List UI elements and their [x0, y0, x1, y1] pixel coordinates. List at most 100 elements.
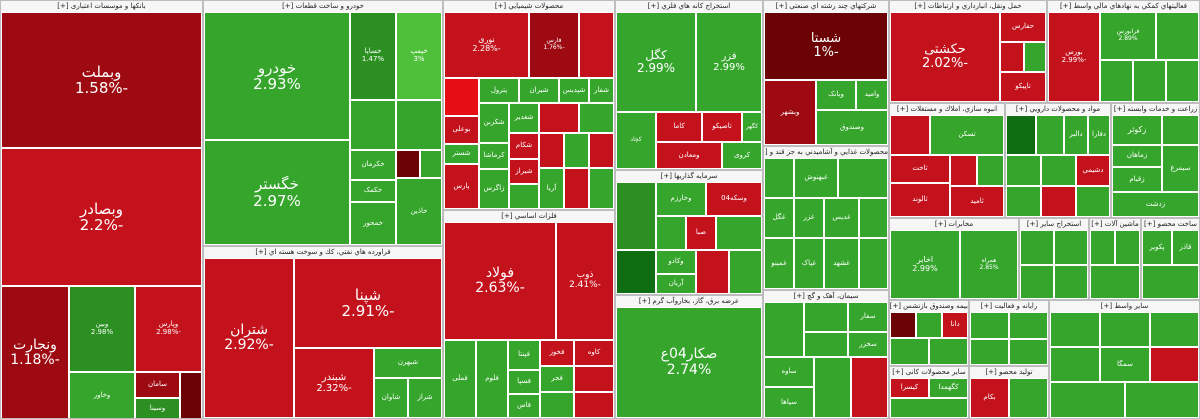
sector-food[interactable]: محصولات غذايي و آشاميدني به جز قند و [+]…: [763, 146, 889, 290]
tile[interactable]: [180, 372, 202, 418]
tile[interactable]: کروی: [722, 142, 762, 169]
tile[interactable]: غپاک: [794, 238, 824, 289]
tile[interactable]: [1133, 60, 1166, 102]
tile[interactable]: [1009, 312, 1048, 339]
tile[interactable]: فلوم: [476, 340, 508, 418]
tile[interactable]: زدشت: [1112, 192, 1199, 217]
tile[interactable]: شپدیس: [559, 78, 589, 103]
tile[interactable]: شبهرن: [374, 348, 442, 378]
tile[interactable]: وبشهر: [764, 80, 816, 145]
tile[interactable]: [970, 339, 1009, 365]
tile[interactable]: وخارزم: [656, 182, 706, 216]
sector-insurance[interactable]: بیمه وصندوق بازنشس [+] دانا: [889, 300, 969, 366]
tile[interactable]: خکمک: [350, 180, 396, 202]
tile[interactable]: [851, 357, 888, 418]
tile[interactable]: [859, 198, 888, 238]
tile[interactable]: [616, 182, 656, 250]
tile[interactable]: فاس: [508, 394, 540, 418]
tile[interactable]: غبهنوش: [794, 158, 838, 198]
tile[interactable]: [970, 312, 1009, 339]
sector-basic-metals[interactable]: فلزات اساسي [+] فولاد -2.63% ذوب -2.41% فم…: [443, 210, 615, 419]
tile[interactable]: شستا -1%: [764, 12, 888, 80]
sector-other-mining[interactable]: استخراج سایر [+]: [1019, 218, 1089, 300]
tile[interactable]: دفارا: [1088, 115, 1110, 155]
tile[interactable]: شیراز: [509, 159, 539, 184]
tile[interactable]: [977, 155, 1004, 186]
tile[interactable]: تاپیکو: [1000, 72, 1046, 102]
tile[interactable]: [1006, 115, 1036, 155]
tile[interactable]: [1125, 382, 1199, 418]
tile[interactable]: زاگرس: [479, 169, 509, 209]
tile[interactable]: [890, 338, 929, 365]
tile[interactable]: [396, 150, 420, 178]
tile[interactable]: بکام: [970, 378, 1009, 418]
tile[interactable]: فخوز: [540, 340, 574, 366]
tile[interactable]: [916, 312, 942, 338]
tile[interactable]: زکوثر: [1112, 115, 1162, 145]
sector-machinery[interactable]: ماشین آلات [+]: [1089, 218, 1141, 300]
tile[interactable]: غگل: [764, 198, 794, 238]
tile[interactable]: آریان: [656, 274, 696, 294]
tile[interactable]: تاصیکو: [702, 112, 742, 142]
tile[interactable]: خاذین: [396, 178, 442, 245]
tile[interactable]: بورس -2.99%: [1048, 12, 1100, 102]
tile[interactable]: [1006, 186, 1041, 217]
tile[interactable]: [1050, 347, 1100, 382]
tile[interactable]: [1054, 265, 1088, 299]
tile[interactable]: [420, 150, 442, 178]
sector-computer[interactable]: رایانه و فعالیت [+]: [969, 300, 1049, 366]
tile[interactable]: کگهر: [742, 112, 762, 142]
tile[interactable]: ونجارت -1.18%: [1, 286, 69, 418]
tile[interactable]: فسپا: [508, 370, 540, 394]
tile[interactable]: [696, 250, 729, 294]
sector-real-estate[interactable]: انبوه سازي، املاك و مستغلات [+] تسکن ثاخ…: [889, 103, 1005, 218]
tile[interactable]: وکادو: [656, 250, 696, 274]
sector-other-intermediaries[interactable]: سایر واسط [+] سمگا: [1049, 300, 1200, 419]
tile[interactable]: سامان: [135, 372, 180, 398]
tile[interactable]: تسکن: [930, 115, 1004, 155]
sector-multi-industry[interactable]: شرکتهاي چند رشته اي صنعتي [+] شستا -1% وب…: [763, 0, 889, 146]
tile[interactable]: [1150, 312, 1199, 347]
tile[interactable]: خگستر 2.97%: [204, 140, 350, 245]
tile[interactable]: نوری -2.28%: [444, 12, 529, 78]
tile[interactable]: [1050, 312, 1100, 347]
tile[interactable]: [1000, 42, 1024, 72]
sector-production[interactable]: تولید محصو [+] بکام: [969, 366, 1049, 419]
tile[interactable]: [890, 312, 916, 338]
tile[interactable]: کرماشا: [479, 143, 509, 169]
tile[interactable]: [1009, 339, 1048, 365]
tile[interactable]: [929, 338, 968, 365]
tile[interactable]: کیسرا: [890, 378, 929, 398]
tile[interactable]: [564, 168, 589, 209]
tile[interactable]: فارس -1.76%: [529, 12, 579, 78]
tile[interactable]: اخابر 2.99%: [890, 230, 960, 299]
tile[interactable]: [509, 184, 539, 209]
tile[interactable]: [890, 398, 968, 418]
tile[interactable]: [838, 158, 888, 198]
tile[interactable]: شیران: [519, 78, 559, 103]
tile[interactable]: سمگا: [1100, 347, 1150, 382]
tile[interactable]: [589, 133, 614, 168]
tile[interactable]: [589, 168, 614, 209]
tile[interactable]: غدیس: [824, 198, 859, 238]
tile[interactable]: وپارس -2.98%: [135, 286, 202, 372]
tile[interactable]: [540, 392, 574, 418]
tile[interactable]: [1050, 382, 1125, 418]
tile[interactable]: غزر: [794, 198, 824, 238]
tile[interactable]: کچاد: [616, 112, 656, 169]
tile[interactable]: [1100, 312, 1150, 347]
sector-chemicals[interactable]: محصولات شيميايي [+] نوری -2.28% فارس -1.76…: [443, 0, 615, 210]
tile[interactable]: [764, 302, 804, 357]
tile[interactable]: سیمرغ: [1162, 145, 1199, 192]
tile[interactable]: [444, 78, 479, 116]
tile[interactable]: [890, 115, 930, 155]
tile[interactable]: [859, 238, 888, 289]
tile[interactable]: سخزر: [848, 332, 888, 357]
tile[interactable]: شفار: [589, 78, 614, 103]
tile[interactable]: [1156, 12, 1199, 60]
tile[interactable]: صکار04ع 2.74%: [616, 307, 762, 418]
sector-metal-ores[interactable]: استخراج كانه هاي فلزي [+] کگل 2.99% فزر 2.…: [615, 0, 763, 170]
tile[interactable]: [616, 250, 656, 294]
tile[interactable]: [574, 366, 614, 392]
tile[interactable]: [1142, 265, 1199, 299]
